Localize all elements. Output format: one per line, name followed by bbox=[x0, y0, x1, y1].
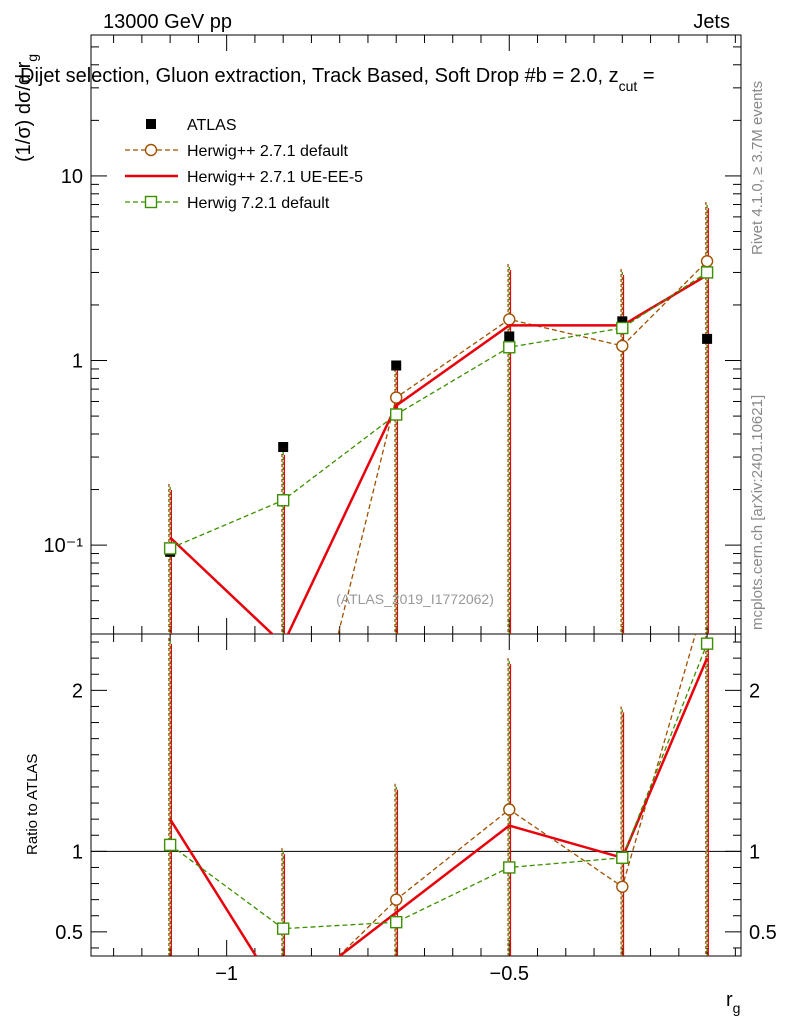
main-atlas-point bbox=[504, 331, 515, 342]
ratio-square-marker bbox=[163, 838, 177, 852]
ratio-square-marker bbox=[390, 915, 403, 929]
main-atlas-point bbox=[278, 442, 289, 453]
ratio-series-line bbox=[169, 643, 708, 930]
main-marks bbox=[163, 202, 714, 634]
ratio-series-line bbox=[337, 634, 697, 956]
rivet-label: Rivet 4.1.0, ≥ 3.7M events bbox=[749, 81, 766, 255]
plot-title-tail: = bbox=[637, 65, 654, 87]
header-right: Jets bbox=[693, 11, 730, 33]
ratio-marks bbox=[163, 634, 714, 1016]
legend-marker-atlas bbox=[146, 119, 156, 129]
ratio-circle-marker bbox=[616, 880, 629, 893]
main-series-line bbox=[169, 271, 708, 549]
main-square-marker bbox=[616, 321, 629, 335]
legend-square bbox=[144, 195, 158, 209]
ratio-square-marker bbox=[503, 861, 516, 874]
plot-title: Dijet selection, Gluon extraction, Track… bbox=[20, 65, 655, 94]
x-axis-label-text: r bbox=[726, 989, 733, 1011]
y-tick-label-ratio-right: 0.5 bbox=[749, 922, 777, 944]
main-atlas-point bbox=[702, 333, 713, 344]
mcplots-label: mcplots.cern.ch [arXiv:2401.10621] bbox=[749, 395, 766, 630]
main-square-marker bbox=[390, 408, 403, 421]
main-square-marker bbox=[503, 341, 516, 354]
legend-label: ATLAS bbox=[187, 117, 237, 134]
header-left: 13000 GeV pp bbox=[103, 11, 232, 33]
y-tick-label-main: 10 bbox=[61, 166, 83, 188]
y-tick-label-ratio-right: 2 bbox=[749, 680, 760, 702]
y-ratio-label: Ratio to ATLAS bbox=[24, 754, 41, 855]
ratio-panel: −1 −0.5 0.5 0.5 1 1 2 2 bbox=[55, 633, 777, 985]
main-square-marker bbox=[700, 266, 714, 279]
ratio-series-line bbox=[169, 657, 709, 956]
main-atlas-point bbox=[391, 360, 402, 371]
ratio-circle-marker bbox=[503, 803, 516, 816]
main-circle-marker bbox=[616, 339, 629, 353]
y-tick-label-ratio: 2 bbox=[72, 680, 83, 702]
main-series-line bbox=[337, 260, 708, 634]
x-tick-label: −0.5 bbox=[490, 963, 529, 985]
y-main-label-text: (1/σ) dσ/d r bbox=[13, 61, 35, 162]
plot-title-main: Dijet selection, Gluon extraction, Track… bbox=[20, 65, 619, 87]
y-tick-label-main: 1 bbox=[72, 351, 83, 373]
x-axis-label-sub: g bbox=[733, 1000, 741, 1016]
ratio-square-marker bbox=[700, 637, 714, 650]
y-main-label: (1/σ) dσ/d rg bbox=[13, 54, 40, 162]
y-tick-label-ratio: 1 bbox=[72, 841, 83, 863]
y-tick-label-ratio: 0.5 bbox=[55, 922, 83, 944]
legend-circle bbox=[144, 143, 158, 157]
y-tick-label-ratio-right: 1 bbox=[749, 841, 760, 863]
watermark: (ATLAS_2019_I1772062) bbox=[336, 591, 494, 607]
ratio-square-marker bbox=[276, 922, 290, 935]
x-tick-label: −1 bbox=[215, 963, 238, 985]
ratio-circle-marker bbox=[278, 1005, 289, 1016]
y-main-label-sub: g bbox=[24, 54, 40, 62]
main-circle-marker bbox=[700, 255, 714, 268]
main-circle-marker bbox=[390, 391, 403, 404]
ratio-square-marker bbox=[616, 851, 629, 864]
main-square-marker bbox=[163, 542, 177, 555]
ratio-circle-marker bbox=[165, 959, 176, 970]
data-marks bbox=[163, 202, 714, 1016]
legend-label: Herwig 7.2.1 default bbox=[187, 195, 330, 212]
y-tick-label-main: 10⁻¹ bbox=[44, 535, 84, 557]
x-axis-label: rg bbox=[726, 989, 740, 1016]
plot-title-sub: cut bbox=[619, 78, 638, 94]
main-square-marker bbox=[276, 494, 290, 507]
ratio-frame bbox=[90, 633, 742, 957]
main-series-line bbox=[169, 274, 708, 634]
legend-label: Herwig++ 2.7.1 default bbox=[187, 143, 349, 160]
main-circle-marker bbox=[503, 313, 516, 326]
main-atlas-point bbox=[617, 316, 628, 327]
legend: ATLAS Herwig++ 2.7.1 default Herwig++ 2.7.… bbox=[125, 117, 363, 212]
legend-label: Herwig++ 2.7.1 UE-EE-5 bbox=[187, 169, 363, 186]
ratio-circle-marker bbox=[390, 893, 403, 906]
